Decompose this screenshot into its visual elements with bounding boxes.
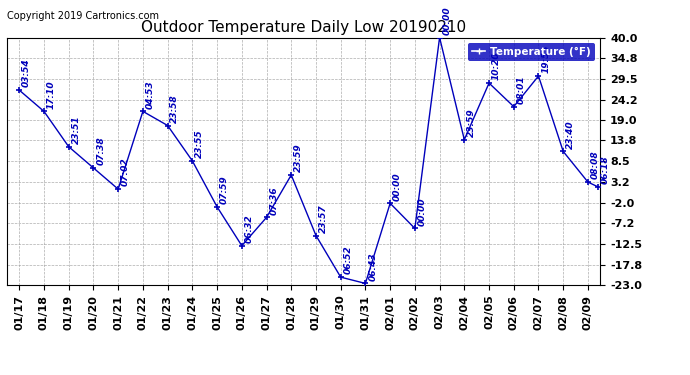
Title: Outdoor Temperature Daily Low 20190210: Outdoor Temperature Daily Low 20190210 xyxy=(141,20,466,35)
Text: 07:59: 07:59 xyxy=(220,176,229,204)
Text: 23:40: 23:40 xyxy=(566,120,575,148)
Text: 23:57: 23:57 xyxy=(319,204,328,233)
Text: 04:53: 04:53 xyxy=(146,80,155,109)
Text: 17:10: 17:10 xyxy=(47,80,56,109)
Text: 08:01: 08:01 xyxy=(517,75,526,104)
Text: 23:55: 23:55 xyxy=(195,129,204,158)
Text: 10:20: 10:20 xyxy=(492,52,501,80)
Text: 07:02: 07:02 xyxy=(121,158,130,186)
Text: 07:36: 07:36 xyxy=(269,186,278,214)
Text: 06:43: 06:43 xyxy=(368,252,377,280)
Text: 00:00: 00:00 xyxy=(393,172,402,201)
Text: 19:53: 19:53 xyxy=(541,45,550,73)
Text: 08:08: 08:08 xyxy=(591,151,600,179)
Text: 07:38: 07:38 xyxy=(96,136,105,165)
Text: 23:59: 23:59 xyxy=(467,108,476,137)
Text: 00:00: 00:00 xyxy=(442,6,451,35)
Text: 23:51: 23:51 xyxy=(72,115,81,144)
Text: 03:54: 03:54 xyxy=(22,59,31,87)
Text: 06:18: 06:18 xyxy=(600,155,609,184)
Legend: Temperature (°F): Temperature (°F) xyxy=(469,43,595,61)
Text: Copyright 2019 Cartronics.com: Copyright 2019 Cartronics.com xyxy=(7,11,159,21)
Text: 23:59: 23:59 xyxy=(294,144,303,172)
Text: 23:58: 23:58 xyxy=(170,94,179,123)
Text: 06:32: 06:32 xyxy=(244,214,253,243)
Text: 06:52: 06:52 xyxy=(344,246,353,274)
Text: 00:00: 00:00 xyxy=(417,197,426,226)
